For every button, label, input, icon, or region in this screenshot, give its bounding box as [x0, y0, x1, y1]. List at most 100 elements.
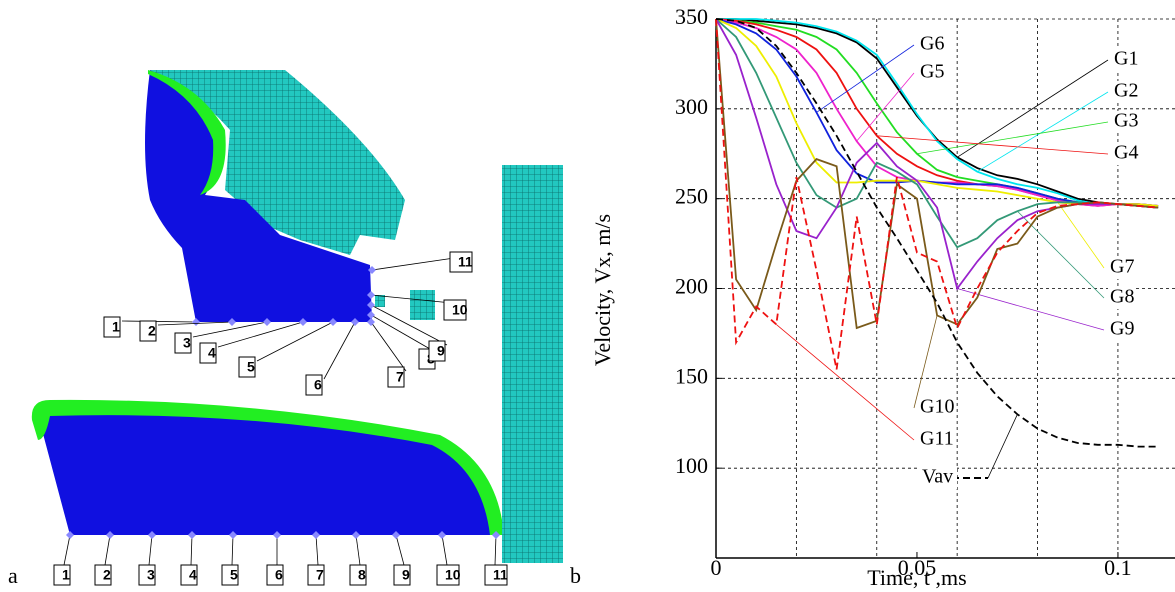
- target-mesh: [502, 165, 563, 563]
- marker-label: 9: [437, 343, 445, 359]
- label-bg: [1112, 49, 1138, 71]
- series-line: [715, 18, 1159, 291]
- marker-box: [103, 316, 121, 338]
- marker-box: [449, 251, 473, 273]
- leader: [856, 72, 915, 142]
- legend-label: G1: [1114, 48, 1138, 70]
- marker-box: [199, 342, 217, 364]
- label-bg: [1112, 111, 1138, 133]
- label-bg: [1112, 143, 1138, 165]
- leader: [913, 315, 938, 409]
- marker-box: [266, 564, 284, 586]
- leader: [494, 534, 497, 566]
- series-line: [716, 18, 1159, 209]
- y-tick-label: 150: [675, 363, 708, 388]
- marker-label: 1: [62, 567, 70, 583]
- marker-label: 3: [147, 567, 155, 583]
- marker-label: 6: [275, 567, 283, 583]
- label-bg: [920, 467, 957, 489]
- marker-label: 5: [247, 359, 255, 375]
- gauge-point: [106, 531, 114, 539]
- leader: [315, 534, 319, 566]
- y-tick-label: 100: [675, 453, 708, 478]
- gauge-point: [188, 531, 196, 539]
- marker-box: [53, 564, 71, 586]
- marker-box: [307, 564, 325, 586]
- gauge-point: [351, 318, 359, 326]
- series-line: [715, 18, 1159, 370]
- leader: [355, 534, 361, 566]
- y-tick-label: 200: [675, 274, 708, 299]
- leader: [192, 321, 268, 338]
- x-tick-label: 0.05: [898, 555, 937, 580]
- x-axis-label: Time, t ,ms: [867, 565, 966, 590]
- gauge-point: [229, 531, 237, 539]
- label-bg: [1108, 287, 1134, 309]
- leader: [121, 320, 197, 323]
- legend-label: G6: [920, 33, 944, 55]
- leader: [957, 288, 1105, 331]
- leader: [876, 135, 1109, 155]
- marker-label: 8: [358, 567, 366, 583]
- marker-box: [94, 564, 112, 586]
- label-bg: [918, 429, 955, 451]
- gauge-point: [492, 531, 500, 539]
- gauge-point: [312, 531, 320, 539]
- marker-label: 10: [445, 567, 461, 583]
- legend-label: G2: [1114, 80, 1138, 102]
- marker-label: 4: [189, 567, 197, 583]
- gauge-point: [367, 311, 375, 319]
- gauge-point: [438, 531, 446, 539]
- y-tick-label: 250: [675, 184, 708, 209]
- label-bg: [1108, 319, 1134, 341]
- body: [42, 404, 500, 535]
- leader: [323, 321, 356, 380]
- gauge-point: [352, 531, 360, 539]
- leader: [148, 534, 153, 566]
- marker-label: 11: [458, 254, 473, 270]
- marker-label: 6: [314, 377, 322, 393]
- marker-label: 9: [402, 567, 410, 583]
- gauge-point: [367, 318, 375, 326]
- gauge-point: [368, 266, 376, 274]
- leader: [104, 534, 111, 566]
- legend-label: G7: [1110, 256, 1134, 278]
- y-axis-label: Velocity, Vx, m/s: [590, 214, 615, 366]
- legend-label: G3: [1114, 110, 1138, 132]
- y-tick-label: 350: [675, 4, 708, 29]
- leader: [256, 321, 334, 362]
- legend-label: Vav: [922, 466, 953, 488]
- series-line: [715, 18, 1159, 448]
- gauge-point: [263, 318, 271, 326]
- leader: [63, 534, 71, 566]
- rim: [31, 399, 505, 535]
- marker-box: [349, 564, 367, 586]
- marker-label: 5: [230, 567, 238, 583]
- marker-box: [387, 366, 405, 388]
- debris: [375, 295, 385, 307]
- gauge-point: [192, 318, 200, 326]
- marker-box: [436, 564, 460, 586]
- marker-box: [174, 332, 192, 354]
- chart: 100 150 200 250 300 350 0 0.05 0.1 Time, t ,ms Vel…: [590, 4, 1175, 590]
- label-bg: [918, 397, 955, 419]
- simulation-panel: a12345678910111234567891011: [8, 70, 563, 588]
- marker-box: [393, 564, 411, 586]
- marker-label: 4: [208, 345, 216, 361]
- marker-label: 11: [493, 567, 508, 583]
- panel-label: b: [570, 563, 581, 588]
- projectile-mesh: [150, 70, 405, 255]
- marker-label: 10: [452, 302, 468, 318]
- legend-label: G9: [1110, 318, 1134, 340]
- legend-label: G8: [1110, 286, 1134, 308]
- legend-label: G5: [920, 61, 944, 83]
- leader: [157, 321, 233, 326]
- leader: [776, 324, 915, 441]
- leader: [395, 534, 405, 566]
- marker-label: 1: [112, 319, 120, 335]
- marker-box: [305, 374, 323, 396]
- label-bg: [1112, 81, 1138, 103]
- gauge-point: [148, 531, 156, 539]
